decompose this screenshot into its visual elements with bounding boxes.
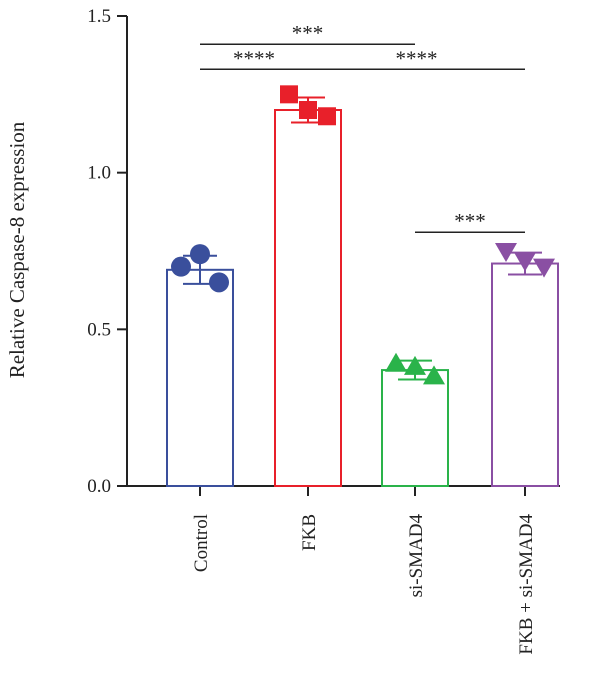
significance-label: ****: [233, 46, 275, 70]
error-bars: [183, 96, 542, 381]
x-tick-label: Control: [191, 514, 212, 572]
data-point: [209, 272, 229, 293]
data-point: [280, 85, 298, 104]
data-point: [495, 243, 517, 262]
bars: [166, 109, 559, 488]
data-point: [190, 244, 210, 265]
bar: [274, 109, 342, 487]
data-point: [423, 365, 445, 385]
x-tick-label: si-SMAD4: [406, 514, 427, 598]
axes: 0.0 0.5 1.0 1.5 Control FKB si-SMAD4 FKB + si-S…: [87, 6, 560, 655]
y-tick-label: 1.5: [87, 6, 111, 27]
data-point: [404, 355, 426, 375]
y-tick-label: 1.0: [87, 163, 111, 184]
data-point: [514, 252, 536, 272]
bar: [166, 268, 234, 487]
data-point: [171, 256, 191, 277]
data-points: [171, 85, 555, 385]
significance-label: ***: [454, 209, 486, 233]
data-point: [318, 107, 336, 126]
data-point: [385, 352, 407, 372]
significance-label: ****: [396, 46, 438, 70]
data-point: [533, 258, 555, 278]
y-tick-label: 0.0: [87, 476, 111, 497]
significance-brackets: ******* *******: [200, 21, 525, 233]
data-point: [299, 101, 317, 119]
x-tick-label: FKB: [299, 514, 320, 551]
y-axis-title: Relative Caspase-8 expression: [5, 121, 29, 378]
significance-label: ***: [292, 21, 324, 45]
y-tick-label: 0.5: [87, 319, 111, 340]
x-tick-label: FKB + si-SMAD4: [516, 514, 537, 655]
bar: [381, 369, 449, 488]
bar: [491, 262, 559, 487]
